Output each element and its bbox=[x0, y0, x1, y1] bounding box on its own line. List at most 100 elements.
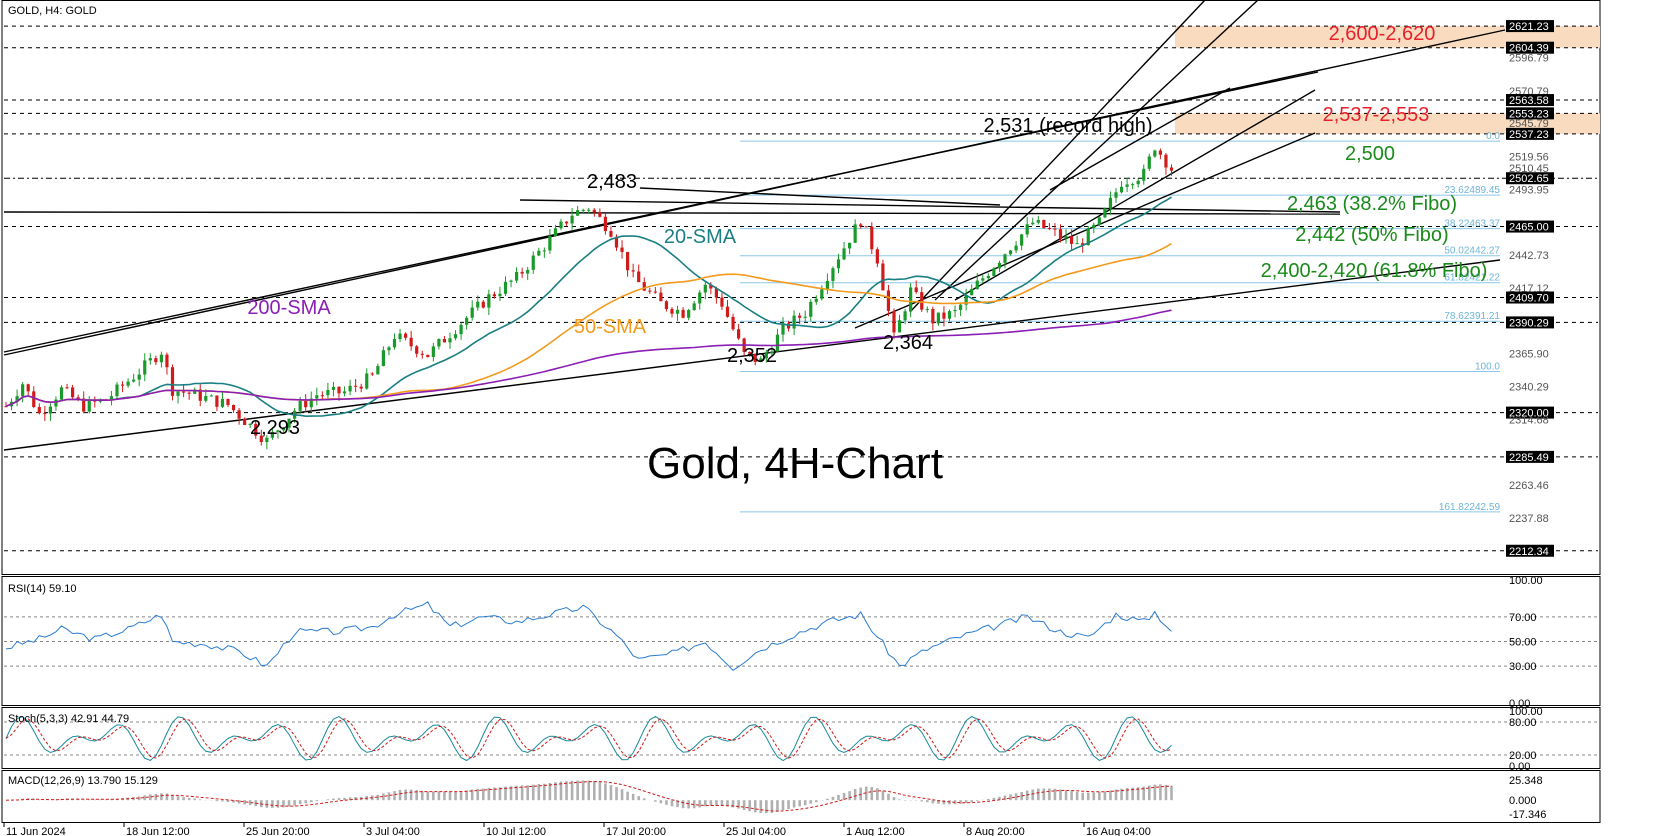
bull-candle bbox=[437, 339, 441, 347]
bear-candle bbox=[753, 353, 757, 362]
price-axis-highlight bbox=[1506, 220, 1554, 233]
bull-candle bbox=[792, 315, 796, 329]
bull-candle bbox=[581, 209, 585, 211]
bull-candle bbox=[770, 351, 774, 354]
bear-candle bbox=[337, 386, 341, 394]
price-axis-label: 2314.68 bbox=[1509, 414, 1549, 426]
bear-candle bbox=[598, 212, 602, 217]
bear-candle bbox=[1081, 243, 1085, 246]
fib-level-label: 38.22463.37 bbox=[1444, 219, 1500, 230]
bull-candle bbox=[814, 298, 818, 302]
bull-candle bbox=[548, 236, 552, 251]
bull-candle bbox=[903, 311, 907, 321]
bear-candle bbox=[320, 395, 324, 397]
price-axis-label: 2237.88 bbox=[1509, 513, 1549, 525]
bull-candle bbox=[137, 374, 141, 380]
price-axis-label: 2390.29 bbox=[1509, 317, 1549, 329]
bear-candle bbox=[71, 387, 75, 398]
trendline bbox=[934, 0, 1259, 301]
bull-candle bbox=[342, 391, 347, 394]
bear-candle bbox=[659, 292, 663, 302]
bull-candle bbox=[48, 406, 52, 414]
bear-candle bbox=[681, 309, 685, 318]
bull-candle bbox=[326, 389, 330, 396]
bull-candle bbox=[1020, 234, 1024, 246]
bear-candle bbox=[670, 309, 674, 314]
bull-candle bbox=[348, 385, 352, 392]
fib-level-label: 23.62489.45 bbox=[1444, 185, 1500, 196]
price-axis-label: 2340.29 bbox=[1509, 382, 1549, 394]
bull-candle bbox=[1114, 192, 1118, 198]
bull-candle bbox=[1119, 186, 1124, 193]
bull-candle bbox=[1086, 228, 1090, 246]
bear-candle bbox=[892, 310, 896, 333]
bear-candle bbox=[65, 387, 69, 389]
trendline bbox=[3, 211, 1341, 215]
time-axis-label: 10 Jul 12:00 bbox=[486, 826, 546, 836]
bear-candle bbox=[520, 271, 524, 274]
bull-candle bbox=[587, 209, 591, 211]
bull-candle bbox=[220, 398, 225, 407]
price-axis-label: 2263.46 bbox=[1509, 480, 1549, 492]
bull-candle bbox=[59, 387, 64, 400]
bull-candle bbox=[820, 289, 824, 299]
stochastic-panel[interactable] bbox=[1, 707, 1601, 769]
time-axis-label: 11 Jun 2024 bbox=[6, 826, 66, 836]
record-high-label: 2,531 (record high) bbox=[984, 115, 1153, 137]
fib-level-label: 161.82242.59 bbox=[1439, 502, 1501, 513]
price-axis-label: 2519.56 bbox=[1509, 152, 1549, 164]
price-axis-highlight bbox=[1506, 107, 1554, 120]
bull-candle bbox=[376, 366, 380, 375]
main-price-panel[interactable] bbox=[1, 0, 1601, 575]
bear-candle bbox=[304, 400, 308, 408]
bull-candle bbox=[132, 379, 136, 382]
bull-candle bbox=[209, 395, 213, 397]
stoch-axis-label: 0.00 bbox=[1509, 761, 1530, 773]
bull-candle bbox=[1008, 250, 1013, 255]
trendline bbox=[3, 71, 1319, 353]
time-axis-label: 1 Aug 12:00 bbox=[846, 826, 905, 836]
bull-candle bbox=[487, 294, 491, 308]
bear-candle bbox=[564, 221, 569, 224]
bull-candle bbox=[281, 427, 286, 431]
price-axis-label: 2604.39 bbox=[1509, 43, 1549, 55]
bear-candle bbox=[637, 271, 641, 283]
bull-candle bbox=[687, 310, 691, 318]
bull-candle bbox=[542, 250, 546, 252]
bull-candle bbox=[270, 431, 274, 438]
resistance-zones bbox=[1175, 26, 1600, 134]
bear-candle bbox=[259, 435, 263, 443]
bear-candle bbox=[4, 406, 8, 408]
high-2483-label: 2,483 bbox=[587, 171, 637, 193]
time-axis-label: 17 Jul 20:00 bbox=[606, 826, 666, 836]
macd-panel[interactable] bbox=[1, 770, 1601, 823]
bear-candle bbox=[714, 288, 718, 298]
bull-candle bbox=[981, 278, 985, 281]
bull-candle bbox=[964, 295, 968, 305]
sma-200-line bbox=[5, 309, 1172, 408]
bear-candle bbox=[748, 351, 752, 354]
time-axis-label: 25 Jun 20:00 bbox=[246, 826, 310, 836]
bull-candle bbox=[159, 354, 163, 363]
bull-candle bbox=[825, 280, 829, 290]
bear-candle bbox=[426, 354, 430, 358]
price-axis-label: 2465.00 bbox=[1509, 222, 1549, 234]
bull-candle bbox=[115, 384, 119, 397]
price-axis-highlight bbox=[1506, 20, 1554, 33]
bear-candle bbox=[1058, 229, 1063, 239]
price-axis-highlight bbox=[1506, 172, 1554, 185]
bear-candle bbox=[415, 346, 419, 354]
bear-candle bbox=[653, 291, 657, 293]
price-axis-label: 2553.23 bbox=[1509, 108, 1549, 120]
time-axis-label: 25 Jul 04:00 bbox=[726, 826, 786, 836]
low-2364-label: 2,364 bbox=[883, 332, 933, 354]
bear-candle bbox=[798, 315, 802, 318]
rsi-axis-label: 100.00 bbox=[1509, 575, 1543, 587]
bear-candle bbox=[709, 284, 713, 289]
bear-candle bbox=[359, 386, 363, 389]
fib-level-label: 100.0 bbox=[1475, 362, 1500, 373]
bull-candle bbox=[775, 334, 780, 352]
price-axis-label: 2212.34 bbox=[1509, 546, 1549, 558]
bear-candle bbox=[420, 353, 424, 355]
